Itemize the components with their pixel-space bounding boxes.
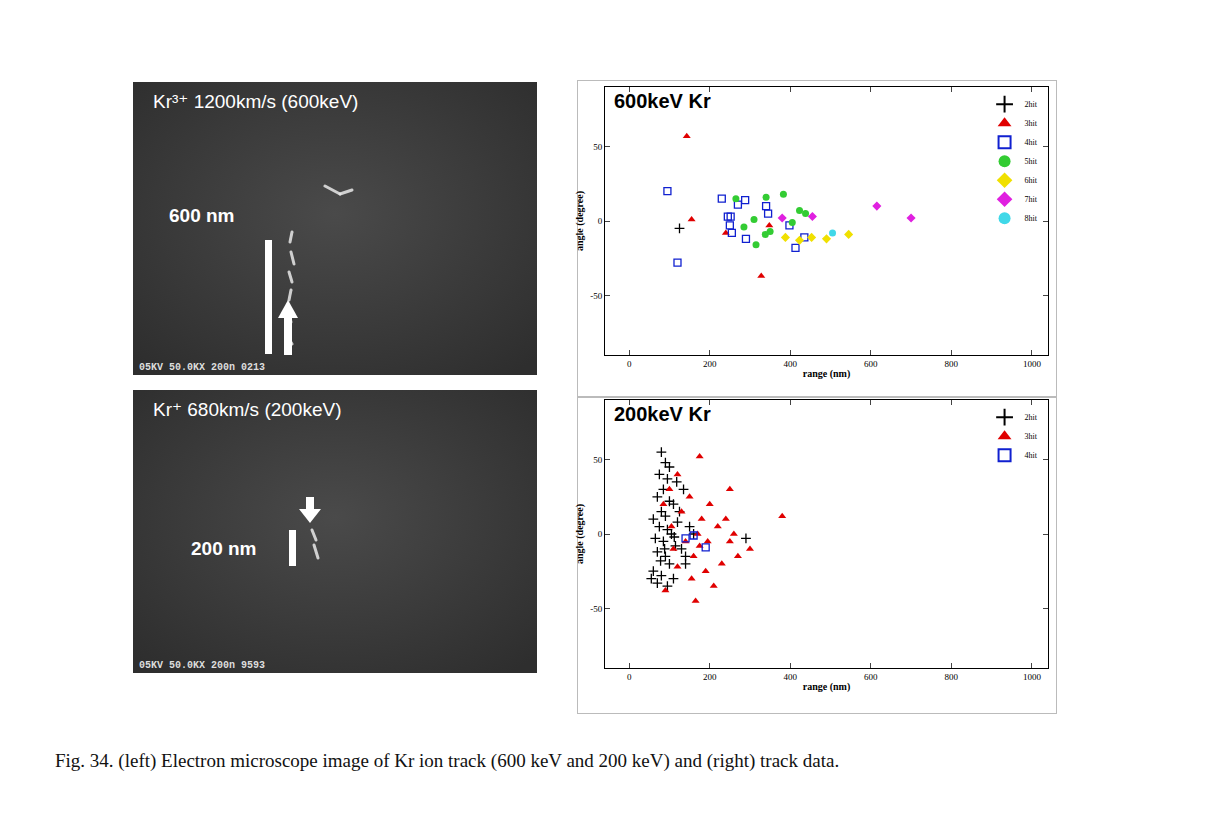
svg-text:200: 200 — [703, 359, 717, 369]
svg-text:Kr³⁺ 1200km/s (600keV): Kr³⁺ 1200km/s (600keV) — [153, 91, 358, 112]
svg-text:4hit: 4hit — [1025, 451, 1038, 460]
svg-text:range (nm): range (nm) — [803, 368, 851, 380]
svg-text:600: 600 — [864, 672, 878, 682]
svg-text:50: 50 — [593, 142, 603, 152]
svg-text:angle (degree): angle (degree) — [574, 504, 586, 564]
svg-text:0: 0 — [627, 359, 632, 369]
svg-text:1000: 1000 — [1023, 359, 1042, 369]
svg-text:0: 0 — [598, 529, 603, 539]
svg-text:2hit: 2hit — [1025, 100, 1038, 109]
svg-text:5hit: 5hit — [1025, 157, 1038, 166]
svg-text:0: 0 — [598, 216, 603, 226]
html-text:Fig. 34. (left) Electron micro: Fig. 34. (left) Electron microscope imag… — [55, 750, 840, 771]
svg-text:6hit: 6hit — [1025, 176, 1038, 185]
svg-text:50: 50 — [593, 455, 603, 465]
svg-text:600: 600 — [864, 359, 878, 369]
svg-text:7hit: 7hit — [1025, 195, 1038, 204]
svg-text:400: 400 — [784, 672, 798, 682]
svg-text:4hit: 4hit — [1025, 138, 1038, 147]
svg-text:600 nm: 600 nm — [169, 205, 234, 226]
svg-text:200keV Kr: 200keV Kr — [614, 403, 711, 425]
svg-text:8hit: 8hit — [1025, 214, 1038, 223]
svg-text:800: 800 — [945, 672, 959, 682]
svg-text:200: 200 — [703, 672, 717, 682]
svg-text:-50: -50 — [590, 291, 602, 301]
svg-text:range (nm): range (nm) — [803, 681, 851, 693]
svg-text:3hit: 3hit — [1025, 432, 1038, 441]
svg-text:3hit: 3hit — [1025, 119, 1038, 128]
svg-text:05KV 50.0KX 200n 9593: 05KV 50.0KX 200n 9593 — [139, 660, 265, 671]
svg-text:200 nm: 200 nm — [191, 538, 256, 559]
svg-text:800: 800 — [945, 359, 959, 369]
svg-text:600keV Kr: 600keV Kr — [614, 90, 711, 112]
svg-text:Kr⁺ 680km/s (200keV): Kr⁺ 680km/s (200keV) — [153, 399, 342, 420]
svg-text:400: 400 — [784, 359, 798, 369]
svg-text:2hit: 2hit — [1025, 413, 1038, 422]
svg-text:05KV 50.0KX 200n 0213: 05KV 50.0KX 200n 0213 — [139, 362, 265, 373]
svg-text:0: 0 — [627, 672, 632, 682]
svg-text:angle (degree): angle (degree) — [574, 191, 586, 251]
svg-text:1000: 1000 — [1023, 672, 1042, 682]
svg-text:-50: -50 — [590, 604, 602, 614]
